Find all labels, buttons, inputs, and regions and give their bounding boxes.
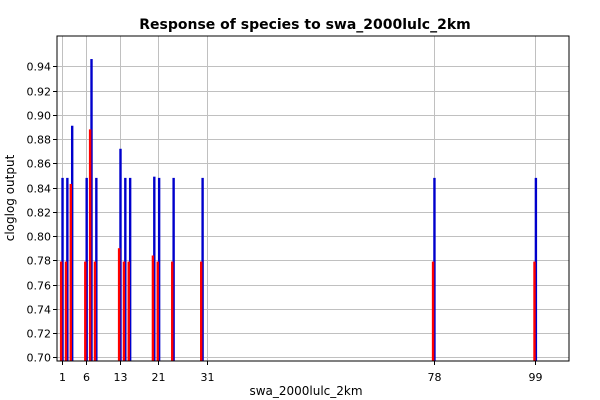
bar-series (59, 59, 538, 362)
y-tick-label: 0.82 (27, 207, 52, 220)
red-bar (59, 261, 63, 361)
red-bar (431, 261, 435, 361)
y-tick-label: 0.74 (27, 304, 52, 317)
red-bar (84, 261, 87, 361)
y-tick-label: 0.84 (27, 183, 52, 196)
blue-bar (66, 177, 69, 361)
blue-bar (85, 177, 88, 361)
y-tick-label: 0.76 (27, 280, 52, 293)
blue-bar (172, 177, 175, 361)
y-tick-label: 0.78 (27, 255, 52, 268)
y-tick-label: 0.80 (27, 231, 52, 244)
x-axis-ticks: 1 6 13 21 31 78 99 (59, 361, 543, 384)
red-bar (69, 183, 72, 361)
x-tick-label: 31 (201, 371, 215, 384)
blue-bar (119, 148, 122, 361)
blue-bar (61, 177, 64, 361)
blue-bar (433, 177, 436, 361)
blue-bar (70, 125, 74, 362)
x-tick-label: 1 (59, 371, 66, 384)
blue-bar (128, 177, 132, 361)
blue-bar (124, 177, 127, 361)
y-tick-label: 0.72 (27, 328, 52, 341)
x-tick-label: 6 (83, 371, 90, 384)
y-tick-label: 0.92 (27, 86, 52, 99)
blue-bar (201, 177, 204, 361)
red-bar (156, 261, 159, 361)
y-axis-ticks: 0.70 0.72 0.74 0.76 0.78 0.80 0.82 0.84 0.86 0.88… (27, 61, 57, 365)
x-tick-label: 21 (152, 371, 166, 384)
red-bar (151, 255, 155, 361)
x-tick-label: 99 (529, 371, 543, 384)
grid-lines (57, 36, 569, 361)
red-bar (64, 261, 68, 361)
red-bar (171, 261, 174, 361)
blue-bar (153, 176, 156, 361)
y-tick-label: 0.88 (27, 134, 52, 147)
blue-bar (157, 177, 161, 361)
y-tick-label: 0.70 (27, 352, 52, 365)
red-bar (533, 261, 536, 361)
y-tick-label: 0.90 (27, 110, 52, 123)
y-tick-label: 0.94 (27, 61, 52, 74)
red-bar (117, 248, 121, 361)
blue-bar (90, 59, 93, 361)
plot-frame (56, 35, 570, 362)
y-axis-label: cloglog output (3, 154, 17, 241)
red-bar (122, 261, 126, 361)
x-tick-label: 13 (114, 371, 128, 384)
y-tick-label: 0.86 (27, 158, 52, 171)
red-bar (93, 261, 97, 361)
blue-bar (534, 177, 538, 361)
x-tick-label: 78 (428, 371, 442, 384)
blue-bar (95, 177, 98, 361)
red-bar (127, 261, 130, 361)
red-bar (200, 261, 203, 361)
x-axis-label: swa_2000lulc_2km (249, 384, 362, 398)
chart-title: Response of species to swa_2000lulc_2km (139, 17, 471, 33)
red-bar (88, 129, 92, 361)
